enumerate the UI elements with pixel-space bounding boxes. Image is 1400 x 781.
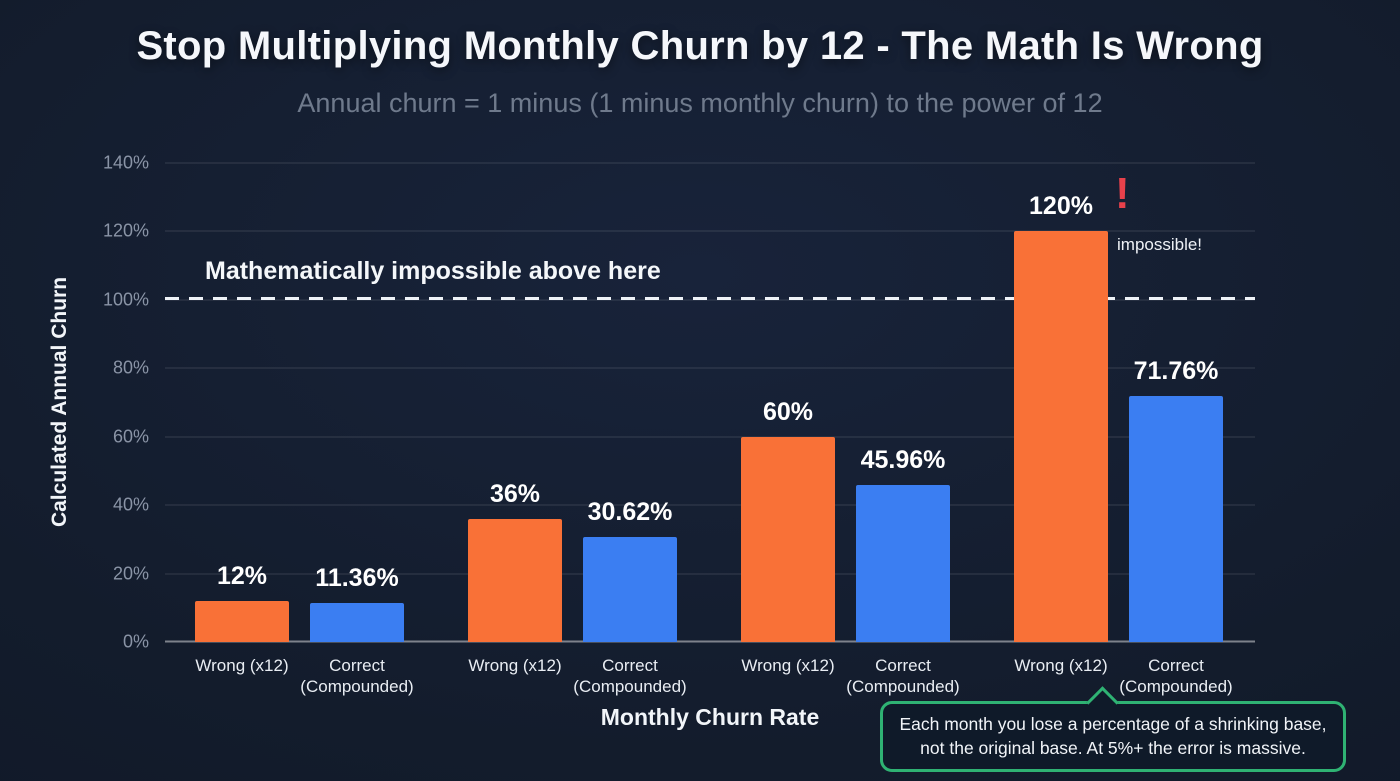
x-tick-label: Correct (Compounded) [573,656,687,697]
gridline [165,162,1255,164]
gridline [165,640,1255,643]
gridline [165,230,1255,232]
bar-group: 12% Wrong (x12) 11.36% Correct (Compounded) [195,163,414,696]
bar-group: 36% Wrong (x12) 30.62% Correct (Compounded) [468,163,687,696]
x-tick-label: Wrong (x12) [195,656,289,675]
bar-value-label: 120% [1029,192,1093,221]
y-axis-title: Calculated Annual Churn [48,276,71,528]
bar-value-label: 71.76% [1133,357,1219,386]
bar-wrong [1014,231,1108,642]
bar-wrong [468,518,562,642]
bar-correct [1129,396,1223,642]
gridline [165,299,1255,301]
x-tick-label: Wrong (x12) [741,656,835,675]
threshold-label: Mathematically impossible above here [205,256,661,285]
gridline [165,504,1255,506]
bar-correct [856,484,950,642]
bar-correct [583,537,677,642]
y-tick-label: 0% [122,631,149,652]
threshold-dashed-line [165,296,1255,300]
callout-text-line: Each month you lose a percentage of a sh… [899,714,1327,734]
bar-value-label: 60% [762,397,814,426]
exclamation-icon: ! [1115,169,1130,218]
x-tick-label: Correct (Compounded) [846,656,960,697]
y-tick-label: 20% [112,563,149,584]
gridline [165,367,1255,369]
x-tick-label: Wrong (x12) [468,656,562,675]
callout-box: Each month you lose a percentage of a sh… [880,686,1346,773]
gridline [165,436,1255,438]
bar-value-label: 12% [216,561,268,590]
callout-text-line: not the original base. At 5%+ the error … [920,737,1306,758]
bar-group: 120% Wrong (x12) 71.76% Correct (Compounded… [1014,163,1233,696]
plot-area: Mathematically impossible above here ! i… [103,153,1255,730]
bar-value-label: 30.62% [587,498,673,527]
bar-value-label: 36% [489,479,541,508]
bar-wrong [741,436,835,642]
page-subtitle: Annual churn = 1 minus (1 minus monthly … [297,88,1103,118]
y-tick-label: 40% [112,494,149,515]
bar-value-label: 45.96% [860,445,946,474]
page-title: Stop Multiplying Monthly Churn by 12 - T… [136,24,1264,68]
x-tick-label: Wrong (x12) [1014,656,1108,675]
impossible-note: impossible! [1117,235,1203,254]
y-tick-label: 100% [102,289,149,310]
x-tick-label: Correct (Compounded) [1119,656,1233,697]
x-axis-title: Monthly Churn Rate [600,704,820,730]
x-tick-label: Correct (Compounded) [300,656,414,697]
bar-value-label: 11.36% [315,564,399,593]
y-tick-label: 120% [102,220,149,241]
y-tick-label: 80% [112,357,149,378]
bar-wrong [195,600,289,642]
bar-group: 60% Wrong (x12) 45.96% Correct (Compounded) [741,163,960,696]
bar-correct [310,603,404,642]
y-tick-label: 60% [112,426,149,447]
gridline [165,573,1255,575]
y-tick-label: 140% [102,152,149,173]
